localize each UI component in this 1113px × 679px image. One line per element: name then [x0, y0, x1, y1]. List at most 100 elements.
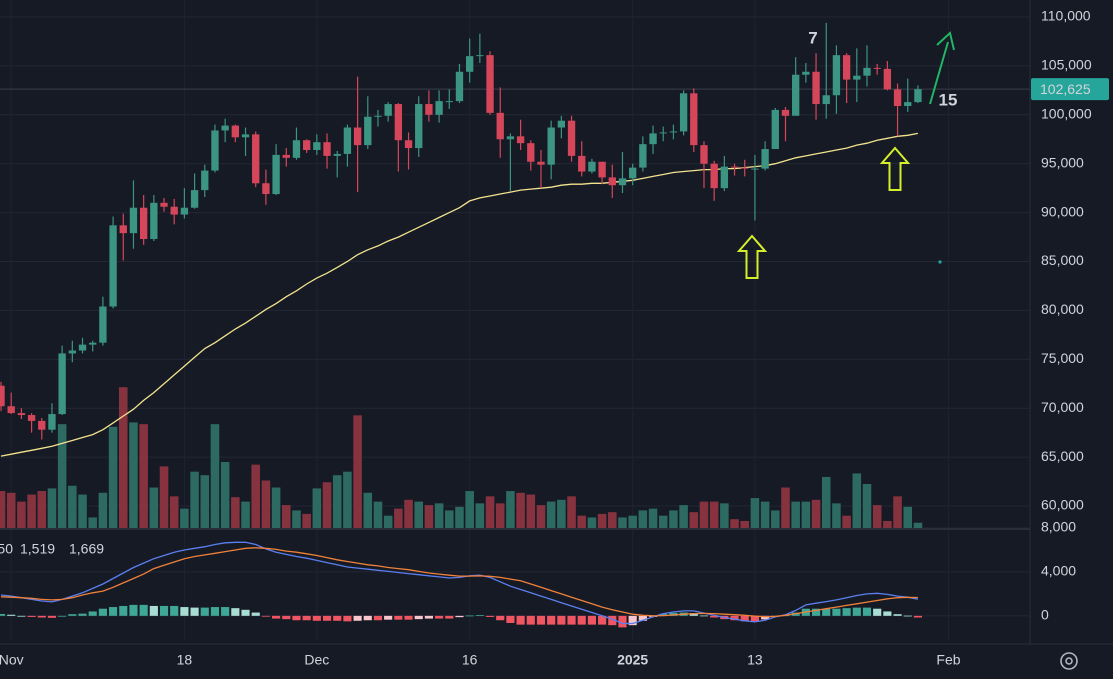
candle-body: [771, 109, 779, 150]
macd-histogram-bar: [231, 608, 240, 616]
volume-bar: [669, 510, 678, 528]
volume-bar: [771, 510, 780, 528]
volume-bar: [434, 503, 444, 528]
candle-body: [588, 161, 596, 172]
volume-bar: [608, 512, 617, 528]
macd-line: [0, 541, 919, 625]
candle-body: [710, 163, 718, 189]
macd-histogram-bar: [577, 615, 586, 625]
candle-body: [618, 178, 627, 186]
macd-histogram-bar: [598, 615, 607, 625]
macd-histogram-bar: [628, 615, 637, 626]
candle-body: [537, 161, 545, 165]
candle-body: [679, 93, 688, 132]
macd-histogram-bar: [322, 615, 332, 621]
settings-button[interactable]: [1060, 652, 1078, 670]
volume-bar: [322, 482, 332, 528]
macd-histogram-bar: [445, 615, 454, 619]
candle-body: [608, 177, 616, 186]
macd-histogram-bar: [333, 615, 342, 621]
candle-body: [241, 134, 250, 138]
volume-layer: [0, 387, 923, 528]
macd-histogram-bar: [587, 615, 596, 625]
candle-body: [700, 145, 708, 164]
candle-body: [170, 206, 178, 215]
y-tick-label: 110,000: [1041, 8, 1091, 24]
volume-bar: [139, 424, 148, 528]
candle-body: [578, 155, 586, 172]
volume-bar: [129, 422, 138, 528]
macd-histogram-bar: [190, 607, 199, 616]
volume-bar: [149, 487, 159, 528]
volume-bar: [0, 491, 6, 528]
volume-bar: [832, 503, 841, 528]
settings-icon[interactable]: [1060, 652, 1078, 670]
macd-histogram-bar: [435, 615, 444, 619]
volume-bar: [108, 426, 118, 528]
volume-bar: [6, 492, 16, 528]
candle-body: [832, 55, 841, 96]
volume-bar: [353, 415, 362, 528]
candle-body: [455, 71, 464, 102]
volume-bar: [791, 501, 800, 528]
volume-bar: [821, 476, 831, 528]
candle-body: [99, 306, 107, 343]
candle-body: [547, 127, 555, 165]
volume-bar: [241, 501, 250, 528]
volume-bar: [424, 505, 434, 528]
volume-bar: [302, 513, 311, 528]
volume-bar: [567, 496, 576, 528]
candle-body: [893, 89, 902, 107]
volume-bar: [282, 505, 291, 528]
macd-histogram-bar: [485, 615, 495, 617]
candle-body: [669, 131, 678, 133]
macd-histogram-bar: [750, 615, 760, 622]
volume-bar: [872, 505, 882, 528]
y-tick-label: 65,000: [1041, 448, 1084, 464]
macd-histogram-bar: [506, 615, 515, 623]
volume-bar: [760, 501, 770, 528]
volume-bar: [332, 475, 342, 528]
volume-bar: [903, 506, 913, 528]
macd-histogram-bar: [516, 615, 525, 625]
candle-body: [89, 342, 97, 345]
signal-line: [0, 547, 918, 618]
macd-histogram-bar: [302, 615, 311, 621]
macd-histogram-bar: [526, 615, 535, 625]
trend-arrow-head: [936, 31, 955, 51]
candle-body: [853, 75, 861, 80]
volume-bar: [597, 513, 607, 528]
volume-bar: [251, 464, 260, 528]
volume-bar: [842, 515, 851, 528]
macd-histogram-bar: [404, 615, 413, 620]
y-tick-label: 90,000: [1041, 203, 1084, 219]
candle-body: [180, 207, 189, 215]
trend-arrow: [929, 41, 949, 105]
macd-histogram-bar: [761, 615, 770, 620]
volume-bar: [210, 424, 220, 528]
volume-bar: [852, 473, 862, 528]
candle-body: [863, 67, 871, 76]
macd-histogram-bar: [47, 615, 57, 618]
y-tick-label: 80,000: [1041, 301, 1084, 317]
volume-bar: [485, 496, 495, 528]
candle-body: [842, 55, 851, 80]
macd-histogram-bar: [129, 604, 138, 616]
candle-body: [567, 120, 576, 156]
y-tick-label: 95,000: [1041, 154, 1084, 170]
last-price-badge: [1031, 78, 1109, 101]
candle-body: [435, 101, 443, 115]
volume-bar: [312, 488, 322, 528]
marker-dot: [938, 260, 942, 264]
macd-histogram-bar: [200, 607, 209, 616]
candle-body: [822, 95, 830, 105]
macd-histogram-bar: [842, 608, 851, 616]
candle-body: [27, 415, 36, 421]
candle-body: [394, 104, 403, 141]
volume-bar: [373, 501, 383, 528]
macd-histogram-bar: [740, 615, 749, 622]
volume-bar: [495, 503, 505, 528]
y-tick-label: 75,000: [1041, 350, 1084, 366]
settings-icon-center[interactable]: [1065, 657, 1073, 665]
